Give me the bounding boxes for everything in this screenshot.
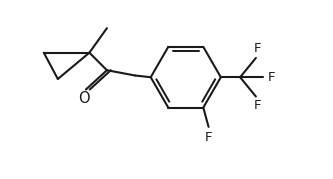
- Text: F: F: [268, 71, 276, 84]
- Text: F: F: [254, 42, 261, 55]
- Text: O: O: [78, 91, 90, 106]
- Text: F: F: [254, 99, 261, 112]
- Text: F: F: [205, 131, 212, 144]
